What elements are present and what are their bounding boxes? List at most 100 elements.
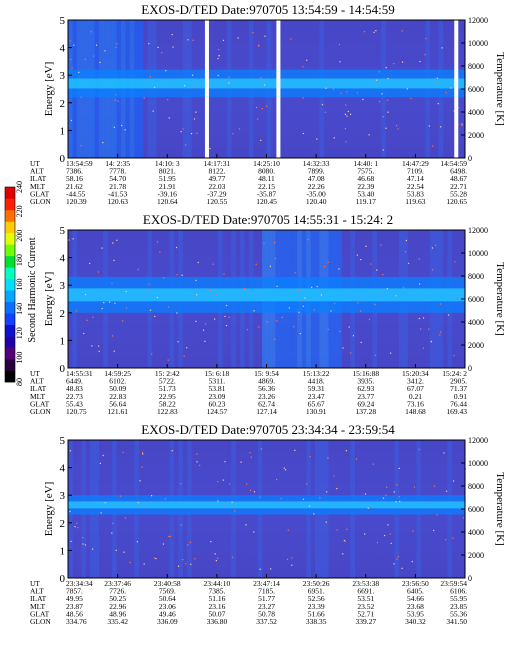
- temperature-point: [98, 350, 100, 352]
- temperature-point: [125, 290, 127, 293]
- temperature-point: [302, 305, 304, 307]
- temperature-point: [269, 265, 271, 267]
- temperature-point: [450, 87, 452, 89]
- y-tick-label: 4: [60, 43, 66, 55]
- ephemeris-value: -37.29: [207, 189, 227, 198]
- temperature-point: [298, 311, 300, 313]
- temperature-point: [395, 295, 397, 297]
- temperature-point: [332, 88, 335, 90]
- temperature-point: [333, 302, 336, 305]
- ephemeris-value: 14:25:10: [253, 159, 280, 168]
- temperature-point: [387, 77, 389, 80]
- ephemeris-value: 71.37: [450, 384, 467, 393]
- temperature-point: [345, 450, 347, 452]
- temperature-point: [344, 113, 346, 116]
- y-tick-label: 5: [60, 435, 66, 447]
- temperature-point: [92, 55, 95, 57]
- ephemeris-value: 122.83: [157, 407, 178, 416]
- temperature-point: [137, 502, 139, 504]
- ephemeris-value: 23:56:50: [402, 579, 429, 588]
- colorbar-swatch: [5, 232, 15, 245]
- temperature-point: [156, 296, 158, 299]
- temperature-point: [159, 251, 161, 253]
- temperature-point: [69, 510, 71, 513]
- temperature-point: [75, 310, 78, 312]
- temperature-point: [260, 77, 262, 79]
- ephemeris-value: 48.56: [66, 609, 83, 618]
- y-tick-label: 1: [60, 545, 66, 557]
- ephemeris-value: 23:50:26: [303, 579, 330, 588]
- temperature-point: [112, 242, 114, 244]
- temperature-point: [419, 283, 421, 285]
- temperature-point: [425, 37, 427, 40]
- colorbar-swatch: [5, 370, 15, 383]
- ephemeris-value: 23:53:38: [352, 579, 379, 588]
- temperature-point: [270, 568, 272, 570]
- temperature-point: [393, 491, 395, 493]
- temperature-point: [73, 44, 75, 46]
- temperature-point: [195, 279, 197, 282]
- temperature-point: [69, 450, 71, 452]
- ephemeris-row-label: ILAT: [30, 594, 47, 603]
- ephemeris-value: 22.54: [407, 182, 424, 191]
- ephemeris-table: UT 23:34:34 23:37:46 23:40:58 23:44:10 23:47:…: [30, 579, 467, 626]
- temperature-point: [72, 238, 74, 240]
- temperature-point: [231, 556, 234, 558]
- temperature-point: [176, 274, 178, 276]
- ephemeris-value: 14:54:59: [440, 159, 467, 168]
- ephemeris-value: 73.16: [407, 399, 424, 408]
- temperature-point: [360, 310, 362, 312]
- y-tick-label: 5: [60, 225, 66, 237]
- temperature-point: [350, 113, 352, 115]
- energy-band-core: [68, 288, 465, 302]
- temperature-point: [376, 269, 378, 271]
- ephemeris-value: 60.23: [208, 399, 225, 408]
- ephemeris-row-label: ILAT: [30, 384, 47, 393]
- ephemeris-value: 119.17: [356, 197, 377, 206]
- temperature-point: [397, 556, 399, 558]
- temperature-point: [382, 115, 384, 118]
- temperature-point: [439, 303, 442, 305]
- temperature-point: [441, 47, 443, 49]
- temperature-point: [265, 105, 268, 107]
- temperature-point: [68, 239, 70, 241]
- y2-tick-label: 0: [468, 574, 472, 583]
- temperature-points: [69, 448, 466, 570]
- temperature-point: [389, 533, 391, 535]
- ephemeris-value: 6106.: [450, 587, 467, 596]
- temperature-point: [418, 258, 421, 260]
- ephemeris-value: 14:59:25: [104, 369, 131, 378]
- temperature-point: [273, 241, 276, 244]
- ephemeris-value: 127.14: [256, 407, 277, 416]
- temperature-point: [445, 539, 447, 541]
- ephemeris-value: 120.55: [207, 197, 228, 206]
- temperature-point: [164, 83, 166, 85]
- temperature-point: [445, 92, 447, 94]
- ephemeris-row-label: UT: [30, 579, 40, 588]
- temperature-point: [125, 307, 128, 309]
- ephemeris-value: 120.75: [66, 407, 87, 416]
- temperature-point: [104, 502, 106, 504]
- temperature-point: [224, 315, 226, 318]
- ephemeris-value: 48.96: [109, 609, 126, 618]
- temperature-point: [218, 48, 220, 51]
- temperature-point: [143, 97, 145, 99]
- temperature-point: [215, 294, 217, 296]
- ephemeris-value: 22.03: [208, 182, 225, 191]
- temperature-point: [395, 501, 397, 503]
- ephemeris-value: 124.57: [207, 407, 228, 416]
- ephemeris-value: 6102.: [109, 377, 126, 386]
- colorbar-swatch: [5, 198, 15, 211]
- temperature-point: [348, 326, 350, 328]
- temperature-point: [193, 85, 195, 87]
- temperature-point: [143, 563, 145, 565]
- ephemeris-value: 23:34:34: [66, 579, 93, 588]
- ephemeris-row-label: MLT: [30, 392, 46, 401]
- temperature-point: [155, 557, 157, 560]
- temperature-point: [199, 464, 201, 466]
- temperature-point: [171, 450, 173, 452]
- ephemeris-value: 54.66: [407, 594, 424, 603]
- temperature-point: [324, 111, 327, 113]
- ephemeris-row-label: GLON: [30, 617, 51, 626]
- temperature-point: [333, 137, 335, 139]
